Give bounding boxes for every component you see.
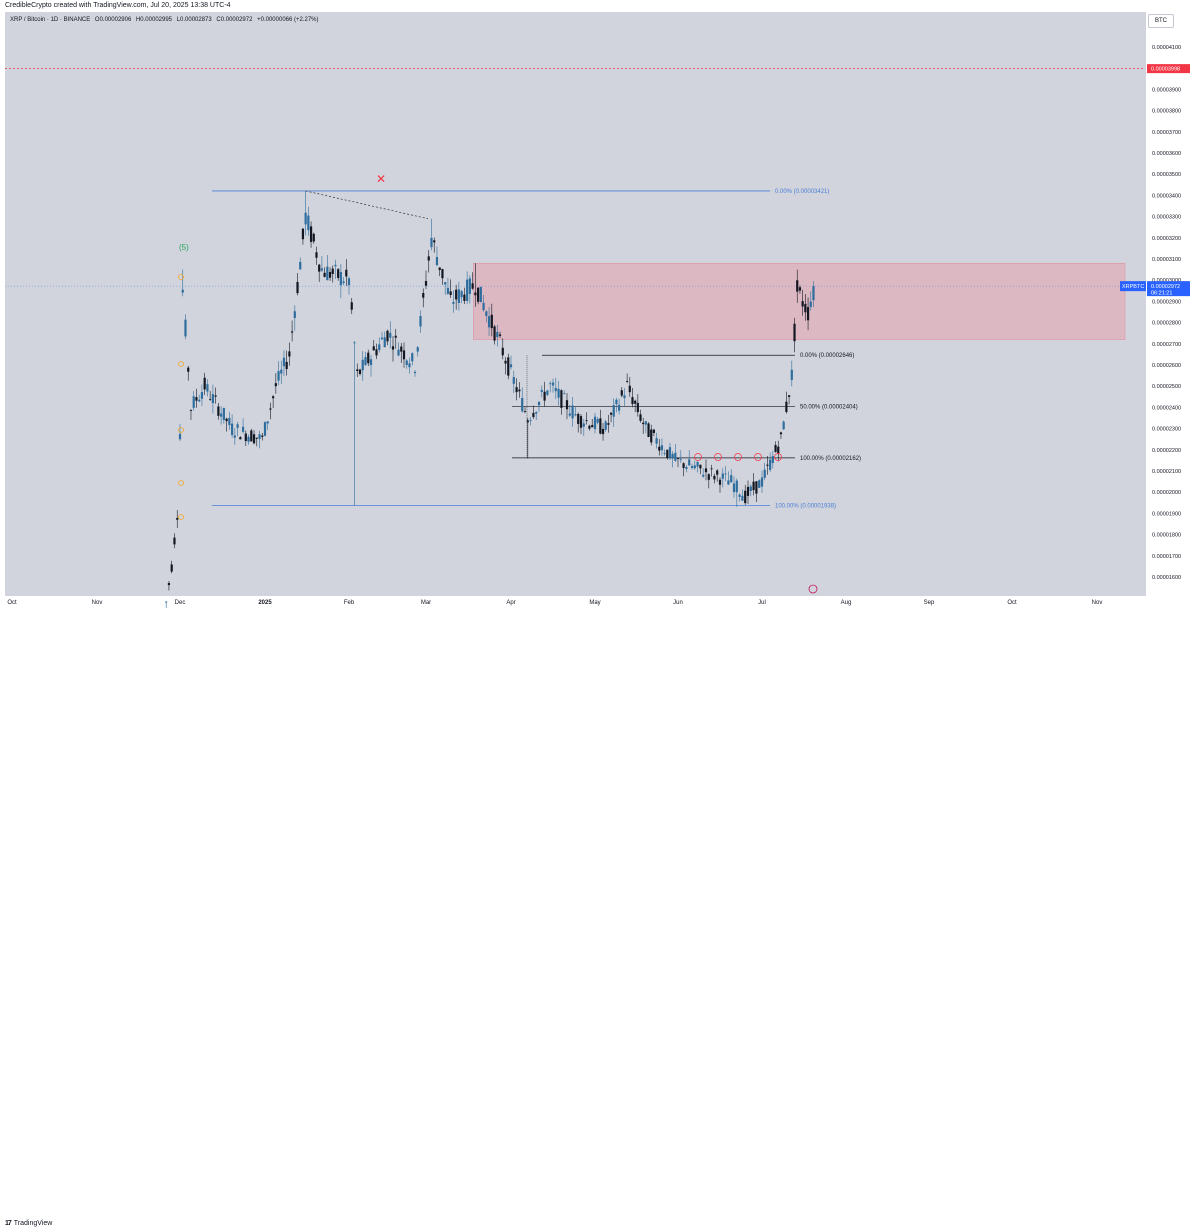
footer: 17 TradingView [0, 608, 1200, 1227]
high-value: H0.00002995 [135, 17, 173, 23]
open-value: O0.00002906 [94, 17, 132, 23]
low-value: L0.00002873 [176, 17, 212, 23]
price-axis[interactable] [1145, 12, 1196, 596]
brand-name: TradingView [13, 1220, 53, 1227]
tradingview-logo[interactable]: 17 TradingView [5, 1220, 52, 1227]
chart-canvas[interactable] [5, 12, 1145, 596]
symbol-legend[interactable]: XRP / Bitcoin · 1D · BINANCE O0.00002906… [10, 17, 322, 23]
credit-text: CredibleCrypto created with TradingView.… [5, 2, 231, 9]
top-bar: CredibleCrypto created with TradingView.… [0, 0, 1200, 12]
currency-button[interactable]: BTC [1148, 14, 1174, 28]
time-axis[interactable] [5, 596, 1145, 608]
change-value: +0.00000066 (+2.27%) [257, 17, 319, 23]
symbol-name: XRP / Bitcoin · 1D · BINANCE [10, 17, 91, 23]
tradingview-logo-icon: 17 [5, 1220, 12, 1227]
close-value: C0.00002972 [216, 17, 253, 23]
